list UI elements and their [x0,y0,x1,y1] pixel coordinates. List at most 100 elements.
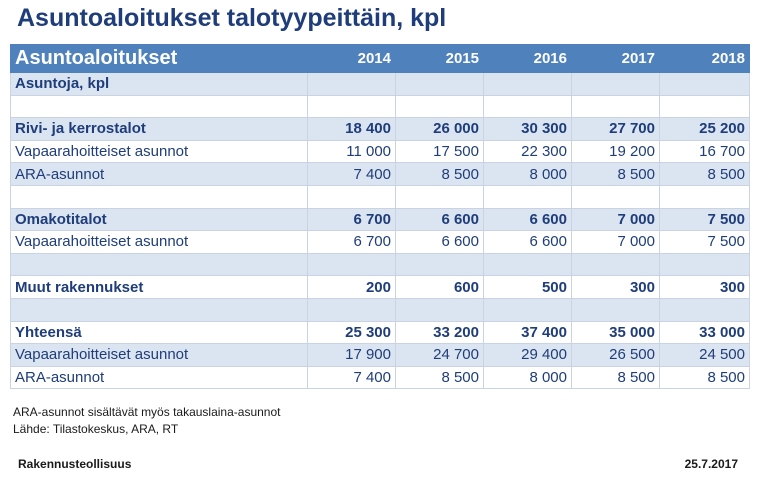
cell-value: 6 700 [307,207,396,232]
cell-value: 8 500 [395,365,484,390]
cell-value [659,184,750,209]
cell-value [571,252,660,277]
year-header: 2014 [307,44,396,73]
cell-value: 8 000 [483,365,572,390]
row-label: Vapaarahoitteiset asunnot [10,230,308,254]
table-row: Vapaarahoitteiset asunnot 11 000 17 500 22 … [10,139,750,164]
cell-value: 600 [395,275,484,299]
table-row: Asuntoja, kpl [10,72,750,96]
cell-value: 8 500 [571,365,660,390]
row-label: Yhteensä [10,320,308,345]
cell-value [659,72,750,96]
row-label: Rivi- ja kerrostalot [10,117,308,141]
cell-value [483,297,572,322]
table-row [10,297,750,322]
cell-value: 7 500 [659,207,750,232]
row-label [10,252,308,277]
housing-starts-table: Asuntoaloitukset 2014 2015 2016 2017 201… [10,44,750,390]
cell-value: 8 500 [571,162,660,186]
cell-value: 7 000 [571,230,660,254]
cell-value: 33 200 [395,320,484,345]
cell-value [483,72,572,96]
table-row [10,94,750,119]
cell-value [395,184,484,209]
cell-value: 17 500 [395,139,484,164]
table-header-label: Asuntoaloitukset [10,44,308,73]
cell-value [659,94,750,119]
row-label [10,297,308,322]
cell-value: 25 300 [307,320,396,345]
cell-value: 500 [483,275,572,299]
year-header: 2016 [483,44,572,73]
cell-value [395,94,484,119]
cell-value: 7 400 [307,365,396,390]
footer-organization: Rakennusteollisuus [18,457,132,471]
row-label: Vapaarahoitteiset asunnot [10,139,308,164]
cell-value [483,184,572,209]
table-row: Vapaarahoitteiset asunnot 17 900 24 700 29 … [10,343,750,367]
table-row [10,184,750,209]
cell-value: 7 500 [659,230,750,254]
cell-value [659,252,750,277]
cell-value: 6 600 [483,207,572,232]
row-label: Vapaarahoitteiset asunnot [10,343,308,367]
row-label: Asuntoja, kpl [10,72,308,96]
cell-value [307,184,396,209]
cell-value: 6 700 [307,230,396,254]
table-row [10,252,750,277]
row-label: ARA-asunnot [10,162,308,186]
cell-value [307,94,396,119]
cell-value: 19 200 [571,139,660,164]
note-source: Lähde: Tilastokeskus, ARA, RT [13,422,179,436]
year-header: 2015 [395,44,484,73]
cell-value: 8 000 [483,162,572,186]
cell-value: 27 700 [571,117,660,141]
cell-value: 8 500 [395,162,484,186]
cell-value: 300 [659,275,750,299]
cell-value: 300 [571,275,660,299]
cell-value [395,252,484,277]
cell-value [395,72,484,96]
cell-value: 7 400 [307,162,396,186]
cell-value: 8 500 [659,365,750,390]
cell-value [307,72,396,96]
cell-value: 37 400 [483,320,572,345]
table-row: Muut rakennukset 200 600 500 300 300 [10,275,750,299]
cell-value: 30 300 [483,117,572,141]
table-row: Omakotitalot 6 700 6 600 6 600 7 000 7 500 [10,207,750,232]
page-title: Asuntoaloitukset talotyypeittäin, kpl [17,4,447,32]
cell-value: 200 [307,275,396,299]
cell-value: 6 600 [395,230,484,254]
table-row: Rivi- ja kerrostalot 18 400 26 000 30 300 27… [10,117,750,141]
cell-value: 11 000 [307,139,396,164]
cell-value [307,297,396,322]
table-row: Yhteensä 25 300 33 200 37 400 35 000 33 000 [10,320,750,345]
cell-value: 35 000 [571,320,660,345]
cell-value: 8 500 [659,162,750,186]
cell-value: 26 500 [571,343,660,367]
cell-value: 6 600 [483,230,572,254]
row-label [10,94,308,119]
cell-value [571,184,660,209]
cell-value [571,94,660,119]
cell-value [571,297,660,322]
cell-value: 7 000 [571,207,660,232]
row-label: Muut rakennukset [10,275,308,299]
cell-value: 24 700 [395,343,484,367]
cell-value [659,297,750,322]
cell-value: 18 400 [307,117,396,141]
cell-value [483,94,572,119]
row-label: ARA-asunnot [10,365,308,390]
cell-value: 26 000 [395,117,484,141]
cell-value [307,252,396,277]
cell-value: 6 600 [395,207,484,232]
note-ara: ARA-asunnot sisältävät myös takauslaina-… [13,405,281,419]
row-label: Omakotitalot [10,207,308,232]
footer-date: 25.7.2017 [684,457,738,471]
cell-value [395,297,484,322]
table-row: ARA-asunnot 7 400 8 500 8 000 8 500 8 500 [10,365,750,390]
year-header: 2017 [571,44,660,73]
cell-value: 33 000 [659,320,750,345]
year-header: 2018 [659,44,750,73]
row-label [10,184,308,209]
